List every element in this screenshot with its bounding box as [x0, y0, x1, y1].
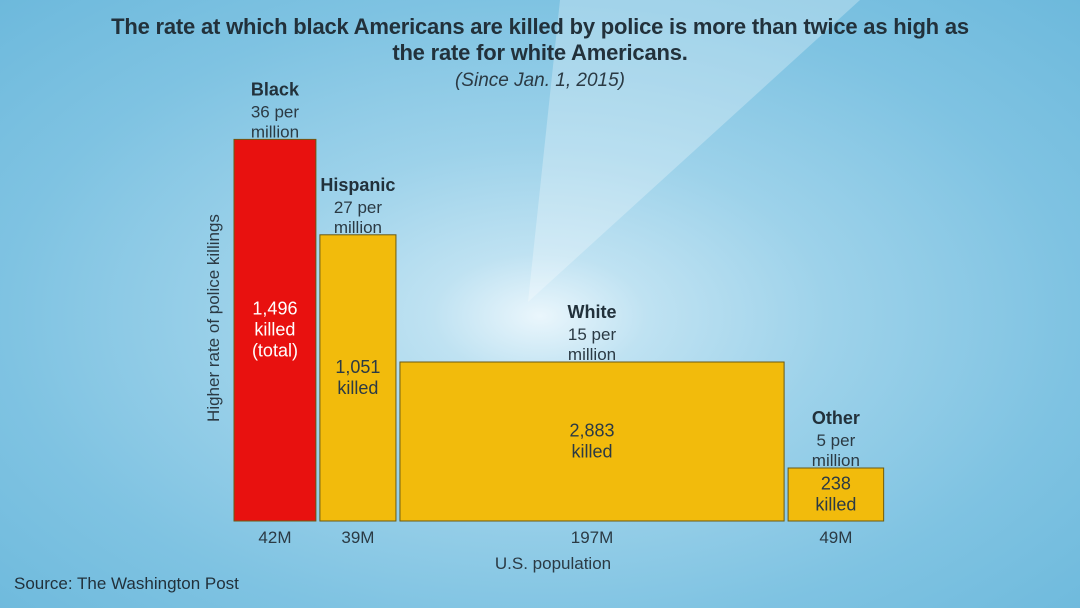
killed-label-black: 1,496: [252, 299, 297, 319]
rate-label-black-line2: million: [251, 122, 299, 141]
killed-label-other: 238: [821, 474, 851, 494]
rate-label-black: 36 per: [251, 102, 300, 121]
bar-black: [233, 138, 317, 522]
chart-subtitle: (Since Jan. 1, 2015): [454, 70, 626, 91]
category-label-hispanic: Hispanic: [320, 175, 395, 195]
population-label-black: 42M: [258, 528, 291, 547]
population-label-hispanic: 39M: [341, 528, 374, 547]
killed-label-white-line2: killed: [572, 442, 613, 462]
population-label-other: 49M: [819, 528, 852, 547]
bar-white: [399, 361, 785, 522]
rate-label-other-line2: million: [812, 451, 860, 470]
rate-label-white: 15 per: [568, 325, 617, 344]
rate-label-hispanic: 27 per: [334, 198, 383, 217]
killed-label-black-line3: (total): [252, 341, 298, 361]
killed-label-other-line2: killed: [815, 495, 856, 515]
category-label-white: White: [568, 302, 617, 322]
killed-label-hispanic-line2: killed: [337, 378, 378, 398]
y-axis-label: Higher rate of police killings: [204, 214, 223, 422]
category-label-black: Black: [251, 79, 300, 99]
source-note: Source: The Washington Post: [14, 574, 239, 593]
bar-other: [787, 467, 885, 522]
population-label-white: 197M: [571, 528, 614, 547]
killed-label-hispanic: 1,051: [335, 357, 380, 377]
killed-label-black-line2: killed: [254, 320, 295, 340]
bar-hispanic: [319, 234, 397, 522]
category-label-other: Other: [812, 408, 860, 428]
killed-label-white: 2,883: [570, 421, 615, 441]
rate-label-white-line2: million: [568, 345, 616, 364]
chart-title: The rate at which black Americans are ki…: [111, 14, 969, 65]
rate-label-other: 5 per: [817, 431, 856, 450]
rate-label-hispanic-line2: million: [334, 218, 382, 237]
x-axis-label: U.S. population: [494, 554, 612, 573]
